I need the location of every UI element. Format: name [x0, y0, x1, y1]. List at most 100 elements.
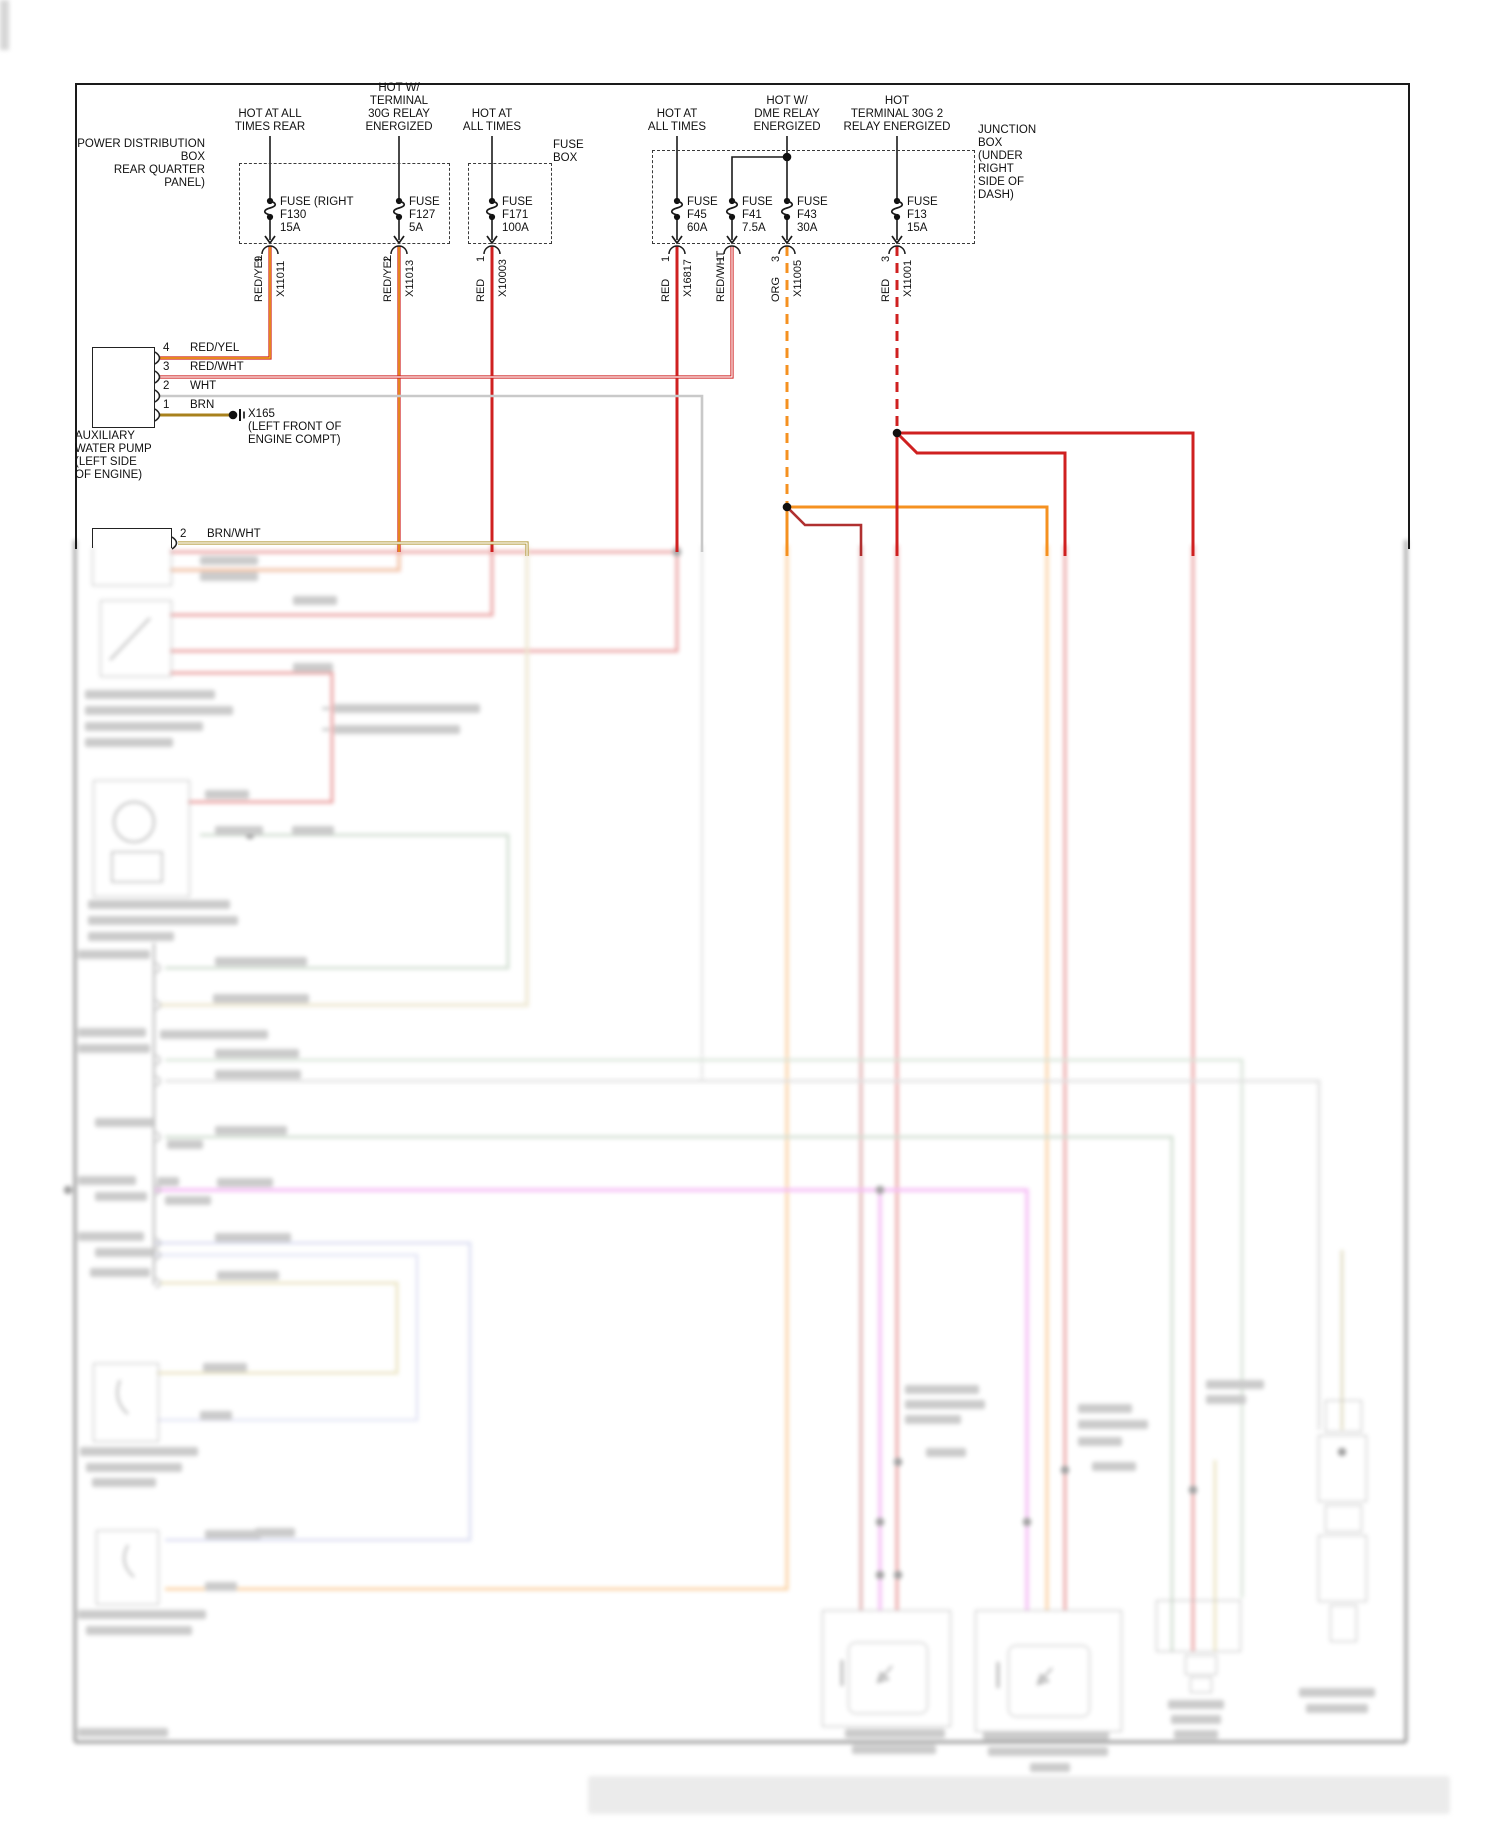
x165-label: X165 (LEFT FRONT OF ENGINE COMPT) — [248, 408, 342, 446]
diagram-border — [75, 83, 1410, 549]
motor2-glyph — [1036, 1667, 1053, 1686]
feed-hot-dme-relay: HOT W/ DME RELAY ENERGIZED — [753, 95, 821, 133]
inline-connector-arc-677 — [668, 245, 686, 255]
wire-color-label-787: ORG — [770, 276, 782, 302]
pump-pin-arc-1 — [154, 408, 161, 422]
illegible-text-21 — [95, 1192, 147, 1201]
bottom-comp-3 — [1156, 1600, 1241, 1652]
fwire-gray-long — [165, 1079, 1321, 1430]
illegible-text-16 — [78, 950, 150, 959]
connector-id-X11013: X11013 — [404, 259, 416, 297]
fuse-element-492 — [485, 200, 499, 216]
fwire-pink-main — [155, 1188, 1029, 1610]
ecu-pin-arc — [155, 962, 161, 974]
illegible-text-43 — [86, 1463, 182, 1472]
bottom-motor-1-inner — [848, 1642, 928, 1714]
fwire-org-long — [165, 545, 789, 1591]
fwire-lav-1 — [155, 1241, 472, 1542]
illegible-text-27 — [160, 1030, 268, 1039]
faded-dot-6 — [1188, 1485, 1198, 1495]
illegible-text-18 — [78, 1044, 150, 1053]
illegible-text-8 — [293, 596, 337, 605]
illegible-text-52 — [1078, 1437, 1122, 1446]
connector2-pin-number: 2 — [180, 528, 187, 540]
bottom-comp-4-b — [1318, 1435, 1367, 1502]
illegible-text-2 — [85, 722, 203, 731]
pump-pin-arc-2 — [154, 389, 161, 403]
faded-dot-10 — [893, 1570, 903, 1580]
wire-color-label-492: RED — [475, 278, 487, 302]
pump-pin-number-1: 1 — [163, 399, 170, 411]
fuse-label-732: FUSE F41 7.5A — [742, 196, 773, 234]
fuse-dot-bottom-787 — [783, 213, 791, 221]
faded-dot-2 — [245, 830, 255, 840]
inline-connector-arc-270 — [261, 245, 279, 255]
faded-dot-4 — [893, 1457, 903, 1467]
fuse-label-270: FUSE (RIGHT F130 15A — [280, 196, 354, 234]
ecu-pin-arc — [155, 1054, 161, 1066]
faded-dot-1 — [875, 1185, 885, 1195]
power-distribution-box — [239, 163, 450, 244]
switch-f-curve — [116, 1379, 129, 1415]
illegible-text-56 — [1092, 1462, 1136, 1471]
illegible-text-47 — [905, 1385, 979, 1394]
pump-pin-arc-3 — [154, 370, 161, 384]
illegible-text-28 — [215, 1049, 299, 1058]
bottom-comp-4-a — [1325, 1400, 1362, 1432]
relay-switch-line — [109, 617, 151, 661]
fwire-brnwht-ecu — [160, 545, 529, 1007]
illegible-text-17 — [78, 1028, 146, 1037]
ecu-pin-arc — [155, 999, 161, 1011]
fuse-label-492: FUSE F171 100A — [502, 196, 533, 234]
illegible-text-39 — [205, 1530, 261, 1539]
legend-marker-0 — [322, 707, 330, 710]
illegible-text-46 — [86, 1626, 192, 1635]
bottom-comp-4-e — [1330, 1605, 1357, 1642]
aux-water-pump-label: AUXILIARY WATER PUMP (LEFT SIDE OF ENGIN… — [75, 430, 152, 481]
illegible-text-3 — [85, 738, 173, 747]
switch-box-f — [93, 1363, 159, 1442]
illegible-text-41 — [205, 1582, 237, 1591]
wire-color-label-399: RED/YEL — [382, 254, 394, 302]
ecu-pin-arc — [155, 1075, 161, 1087]
fuse-pin-number-787: 3 — [770, 255, 782, 262]
inline-connector-bar — [0, 0, 9, 50]
connector2-pin-arc — [171, 536, 178, 550]
feed-hot-terminal-30g: HOT W/ TERMINAL 30G RELAY ENERGIZED — [365, 82, 433, 133]
sensor-box-g — [96, 1530, 159, 1605]
faded-dot-8 — [875, 1517, 885, 1527]
illegible-text-4 — [334, 704, 480, 713]
illegible-text-67 — [78, 1728, 168, 1737]
faded-dot-9 — [1337, 1447, 1347, 1457]
wire-wht-pin2 — [160, 394, 704, 552]
bottom-faded-bar — [588, 1776, 1450, 1814]
connector-id-X11011: X11011 — [275, 260, 287, 297]
fuse-box — [468, 163, 552, 244]
wire-redwht-pin3-core — [160, 246, 733, 378]
fwire-green-long — [165, 1058, 1244, 1598]
fuse-pin-number-897: 3 — [880, 255, 892, 262]
junction-dot-1 — [782, 502, 792, 512]
illegible-text-34 — [165, 1196, 211, 1205]
bottom-motor-1-outer — [822, 1610, 951, 1727]
illegible-text-63 — [1171, 1715, 1221, 1724]
wire-red-f13-branch2 — [895, 431, 1067, 556]
junction-dot-0 — [782, 152, 792, 162]
illegible-text-24 — [90, 1268, 150, 1277]
inline-connector-arc-732 — [723, 245, 741, 255]
illegible-text-55 — [926, 1448, 966, 1457]
fuse-element-787 — [780, 200, 794, 216]
illegible-text-15 — [292, 826, 334, 835]
wire-color-label-897: RED — [880, 278, 892, 302]
fuse-dot-bottom-399 — [395, 213, 403, 221]
pump-pin-number-2: 2 — [163, 380, 170, 392]
faded-dot-11 — [875, 1570, 885, 1580]
illegible-text-42 — [80, 1447, 198, 1456]
faded-dot-5 — [1060, 1465, 1070, 1475]
fuse-box-label: FUSE BOX — [553, 139, 584, 164]
pump-pin-color-1: BRN — [190, 399, 215, 411]
